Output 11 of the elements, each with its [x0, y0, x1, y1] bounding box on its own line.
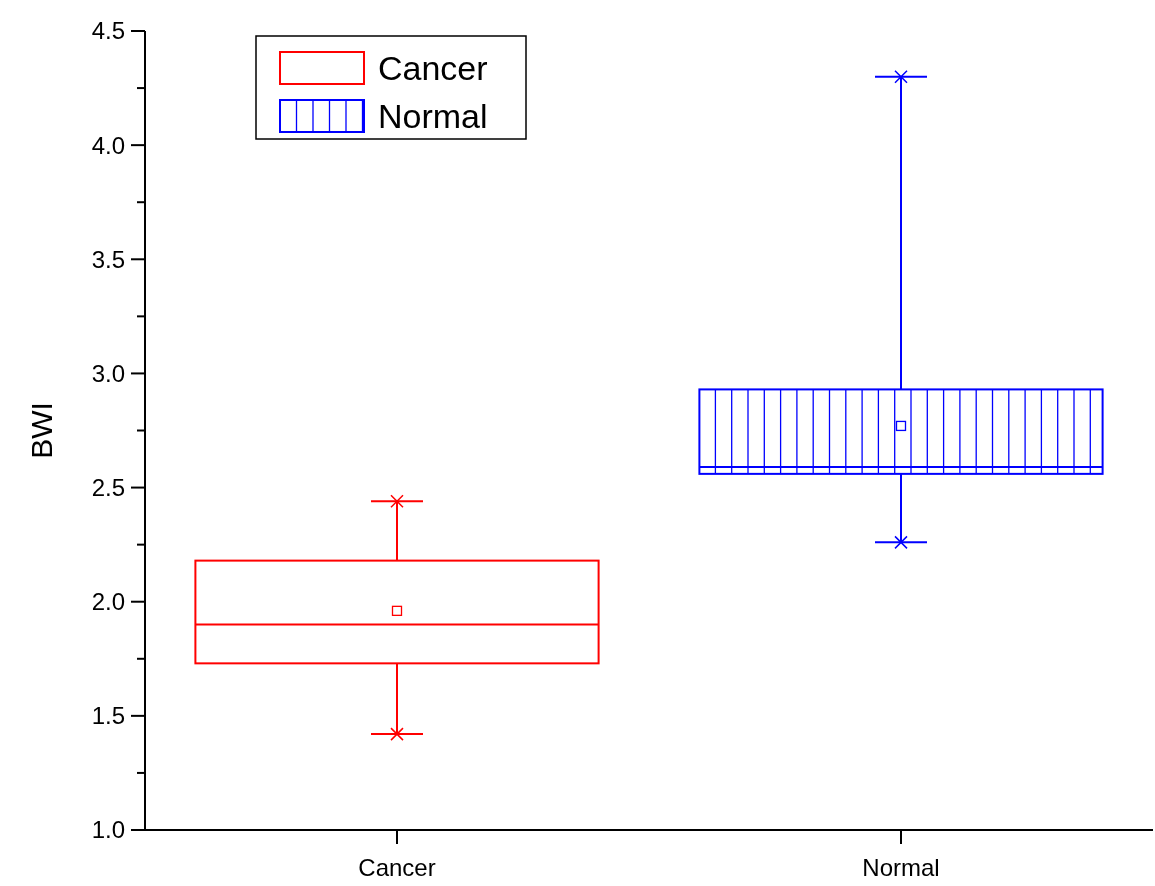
y-tick-label: 1.0: [91, 816, 125, 844]
y-tick-label: 2.0: [91, 588, 125, 616]
y-axis-title: BWI: [25, 402, 58, 459]
y-tick-label: 4.0: [91, 131, 125, 159]
y-tick-label: 3.0: [91, 359, 125, 387]
legend-label: Normal: [378, 96, 488, 135]
y-tick-label: 3.5: [91, 245, 125, 273]
y-tick-label: 1.5: [91, 702, 125, 730]
y-tick-label: 2.5: [91, 473, 125, 501]
y-tick-label: 4.5: [91, 17, 125, 45]
legend-label: Cancer: [378, 48, 488, 87]
